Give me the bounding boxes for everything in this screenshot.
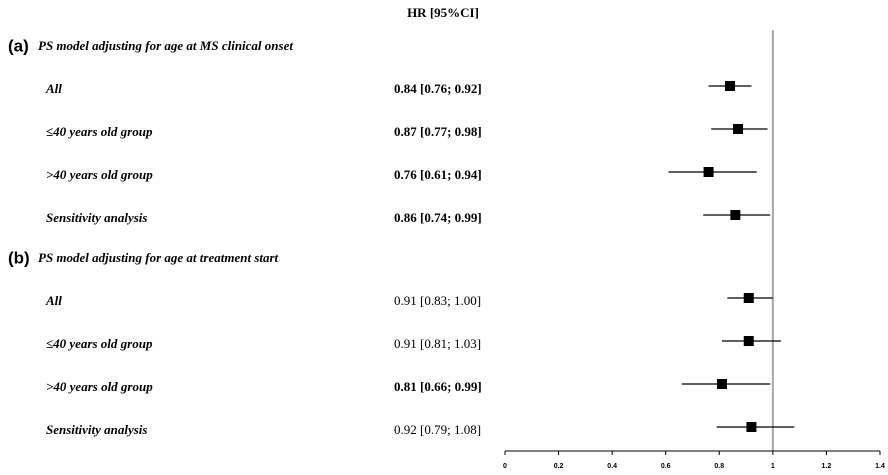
row-label: >40 years old group (46, 167, 153, 182)
hr-text: 0.86 [0.74; 0.99] (394, 210, 482, 225)
row-label: Sensitivity analysis (46, 422, 147, 437)
row-label: All (45, 81, 62, 96)
point-estimate (733, 124, 744, 134)
x-tick-label: 0.8 (714, 463, 724, 470)
x-tick-label: 1 (771, 463, 775, 470)
row-label: >40 years old group (46, 379, 153, 394)
hr-text: 0.91 [0.81; 1.03] (394, 336, 481, 351)
x-tick-label: 0.4 (607, 463, 617, 470)
x-tick-label: 0.2 (554, 463, 564, 470)
row-label: ≤40 years old group (46, 124, 153, 139)
point-estimate (716, 379, 727, 389)
point-estimate (730, 210, 741, 220)
hr-text: 0.81 [0.66; 0.99] (394, 379, 482, 394)
row-label: Sensitivity analysis (46, 210, 147, 225)
group-tag: (a) (8, 36, 29, 55)
row-label: All (45, 293, 62, 308)
point-estimate (743, 336, 754, 346)
x-tick-label: 0.6 (661, 463, 671, 470)
x-tick-label: 0 (503, 463, 507, 470)
x-tick-label: 1.4 (875, 463, 885, 470)
hr-text: 0.84 [0.76; 0.92] (394, 81, 482, 96)
point-estimate (725, 81, 735, 91)
group-title: PS model adjusting for age at MS clinica… (38, 38, 293, 53)
hr-text: 0.76 [0.61; 0.94] (394, 167, 482, 182)
point-estimate (746, 422, 757, 432)
column-header: HR [95%CI] (407, 5, 479, 20)
x-tick-label: 1.2 (822, 463, 832, 470)
group-tag: (b) (8, 248, 30, 267)
row-label: ≤40 years old group (46, 336, 153, 351)
hr-text: 0.91 [0.83; 1.00] (394, 293, 481, 308)
point-estimate (703, 167, 714, 177)
point-estimate (743, 293, 754, 303)
hr-text: 0.87 [0.77; 0.98] (394, 124, 482, 139)
hr-text: 0.92 [0.79; 1.08] (394, 422, 481, 437)
group-title: PS model adjusting for age at treatment … (38, 250, 279, 265)
